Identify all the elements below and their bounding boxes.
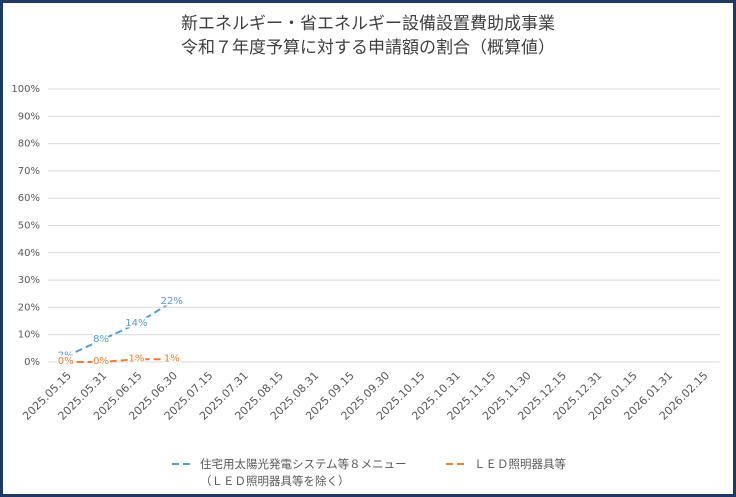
data-label: 22% (161, 296, 183, 307)
y-tick-label: 40% (18, 248, 40, 259)
y-tick-label: 100% (11, 84, 40, 95)
y-tick-label: 50% (18, 221, 40, 232)
data-label: 2% (58, 351, 74, 362)
y-tick-label: 20% (18, 302, 40, 313)
y-tick-label: 60% (18, 193, 40, 204)
y-tick-label: 80% (18, 139, 40, 150)
data-label: 1% (128, 353, 144, 364)
data-label: 0% (58, 356, 74, 367)
series-line (65, 301, 173, 358)
y-tick-label: 90% (18, 111, 40, 122)
data-label: 8% (93, 334, 109, 345)
chart-title: 新エネルギー・省エネルギー設備設置費助成事業 (181, 14, 555, 34)
legend-label: ＬＥＤ照明器具等 (474, 457, 566, 471)
y-tick-label: 0% (24, 357, 40, 368)
y-tick-label: 70% (18, 166, 40, 177)
chart-subtitle: 令和７年度予算に対する申請額の割合（概算値） (181, 38, 555, 58)
y-tick-label: 10% (18, 330, 40, 341)
data-label: 14% (125, 318, 147, 329)
data-label: 1% (164, 353, 180, 364)
series-line (65, 358, 172, 363)
y-tick-label: 30% (18, 275, 40, 286)
legend-label: 住宅用太陽光発電システム等８メニュー（ＬＥＤ照明器具等を除く） (200, 457, 407, 488)
data-label: 0% (93, 356, 109, 367)
